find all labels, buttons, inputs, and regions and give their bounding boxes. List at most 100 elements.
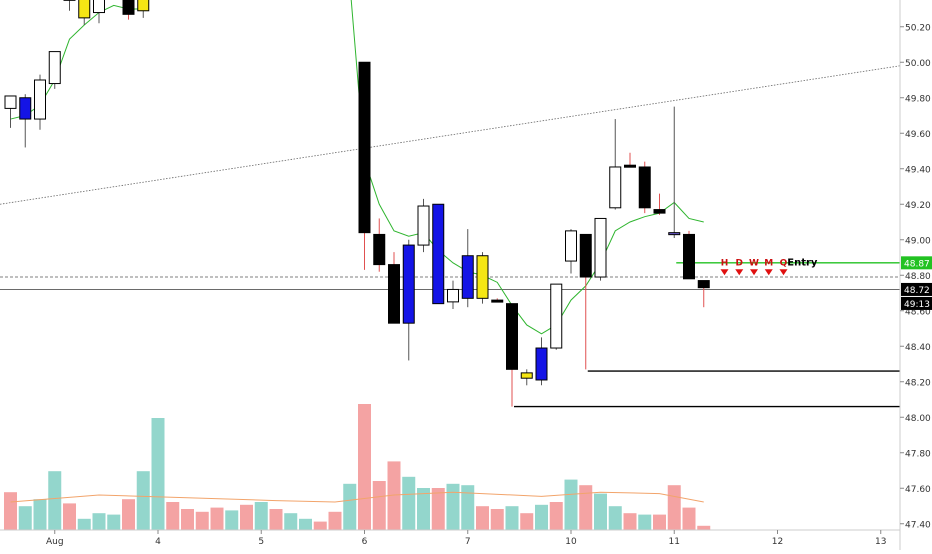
time-tick-label: Aug — [46, 537, 64, 547]
time-tick-label: 5 — [258, 537, 264, 547]
volume-bar — [550, 502, 563, 530]
candle-body — [20, 98, 31, 119]
price-tag-label: 49:13 — [904, 300, 930, 310]
time-tick-label: 6 — [362, 537, 368, 547]
volume-bar — [609, 506, 622, 530]
price-tick-label: 48.80 — [905, 272, 931, 282]
volume-bar — [402, 477, 415, 530]
volume-bar — [4, 492, 17, 530]
candle-body — [477, 256, 488, 299]
candle-body — [566, 231, 577, 261]
volume-bar — [299, 519, 312, 530]
volume-bar — [476, 506, 489, 530]
candle-body — [580, 234, 591, 277]
volume-bar — [78, 519, 91, 530]
volume-bar — [152, 418, 165, 530]
price-tick-label: 48.40 — [905, 343, 931, 353]
volume-bar — [535, 505, 548, 530]
price-tick-label: 47.60 — [905, 485, 931, 495]
candle-body — [123, 0, 134, 14]
candle-body — [359, 62, 370, 232]
volume-bar — [255, 502, 268, 530]
candle-body — [492, 300, 503, 302]
volume-bar — [697, 526, 710, 530]
candle-body — [507, 304, 518, 370]
volume-bar — [63, 503, 76, 530]
volume-bar — [284, 513, 297, 530]
candle-body — [462, 256, 473, 299]
volume-bar — [270, 509, 283, 530]
time-tick-label: 13 — [875, 537, 886, 547]
price-tick-label: 49.80 — [905, 94, 931, 104]
volume-bar — [19, 506, 32, 530]
time-tick-label: 7 — [465, 537, 471, 547]
candle-body — [595, 218, 606, 277]
candle-body — [639, 167, 650, 208]
volume-bar — [196, 512, 209, 530]
price-tag-label: 48.72 — [904, 286, 930, 296]
volume-bar — [181, 509, 194, 530]
volume-bar — [343, 484, 356, 530]
candle-body — [610, 167, 621, 208]
volume-bar — [358, 404, 371, 530]
price-tick-label: 48.20 — [905, 378, 931, 388]
candle-body — [138, 0, 149, 11]
time-tick-label: 4 — [155, 537, 161, 547]
price-tag-label: 48.87 — [904, 259, 930, 269]
price-tick-label: 50.20 — [905, 23, 931, 33]
price-tick-label: 47.80 — [905, 449, 931, 459]
candle-body — [521, 373, 532, 378]
candle-body — [684, 234, 695, 278]
candle-body — [403, 245, 414, 323]
price-tick-label: 50.00 — [905, 59, 931, 69]
volume-bar — [314, 522, 327, 530]
volume-bar — [137, 471, 150, 530]
time-tick-label: 11 — [669, 537, 680, 547]
volume-bar — [329, 512, 342, 530]
candle-body — [669, 233, 680, 235]
candle-body — [374, 234, 385, 264]
candle-body — [551, 284, 562, 348]
price-tick-label: 49.00 — [905, 236, 931, 246]
volume-bar — [653, 515, 666, 530]
volume-bar — [447, 484, 460, 530]
volume-bar — [373, 481, 386, 530]
volume-bar — [225, 510, 238, 530]
signal-label: D — [736, 258, 743, 268]
price-tick-label: 49.40 — [905, 165, 931, 175]
volume-bar — [93, 513, 106, 530]
time-tick-label: 10 — [565, 537, 577, 547]
candle-body — [94, 0, 105, 13]
volume-bar — [122, 499, 135, 530]
volume-bar — [432, 488, 445, 530]
volume-bar — [240, 505, 253, 530]
candle-body — [49, 52, 60, 84]
entry-label: Entry — [787, 257, 818, 268]
volume-bar — [34, 499, 47, 530]
volume-bar — [579, 485, 592, 530]
candle-body — [433, 204, 444, 303]
volume-bar — [461, 485, 474, 530]
price-tick-label: 47.40 — [905, 520, 931, 530]
volume-bar — [638, 515, 651, 530]
candle-body — [625, 165, 636, 167]
volume-bar — [565, 480, 578, 530]
volume-bar — [520, 513, 533, 530]
price-tick-label: 48.00 — [905, 414, 931, 424]
volume-bar — [491, 509, 504, 530]
signal-label: H — [721, 258, 729, 268]
volume-bar — [506, 506, 519, 530]
candle-body — [698, 281, 709, 288]
volume-bar — [48, 471, 61, 530]
signal-label: M — [764, 258, 773, 268]
candle-body — [448, 289, 459, 301]
volume-bar — [107, 515, 120, 530]
candle-body — [35, 80, 46, 119]
volume-bar — [166, 502, 179, 530]
volume-bar — [594, 494, 607, 530]
volume-bar — [211, 508, 224, 530]
volume-bar — [624, 513, 637, 530]
candle-body — [5, 96, 16, 108]
